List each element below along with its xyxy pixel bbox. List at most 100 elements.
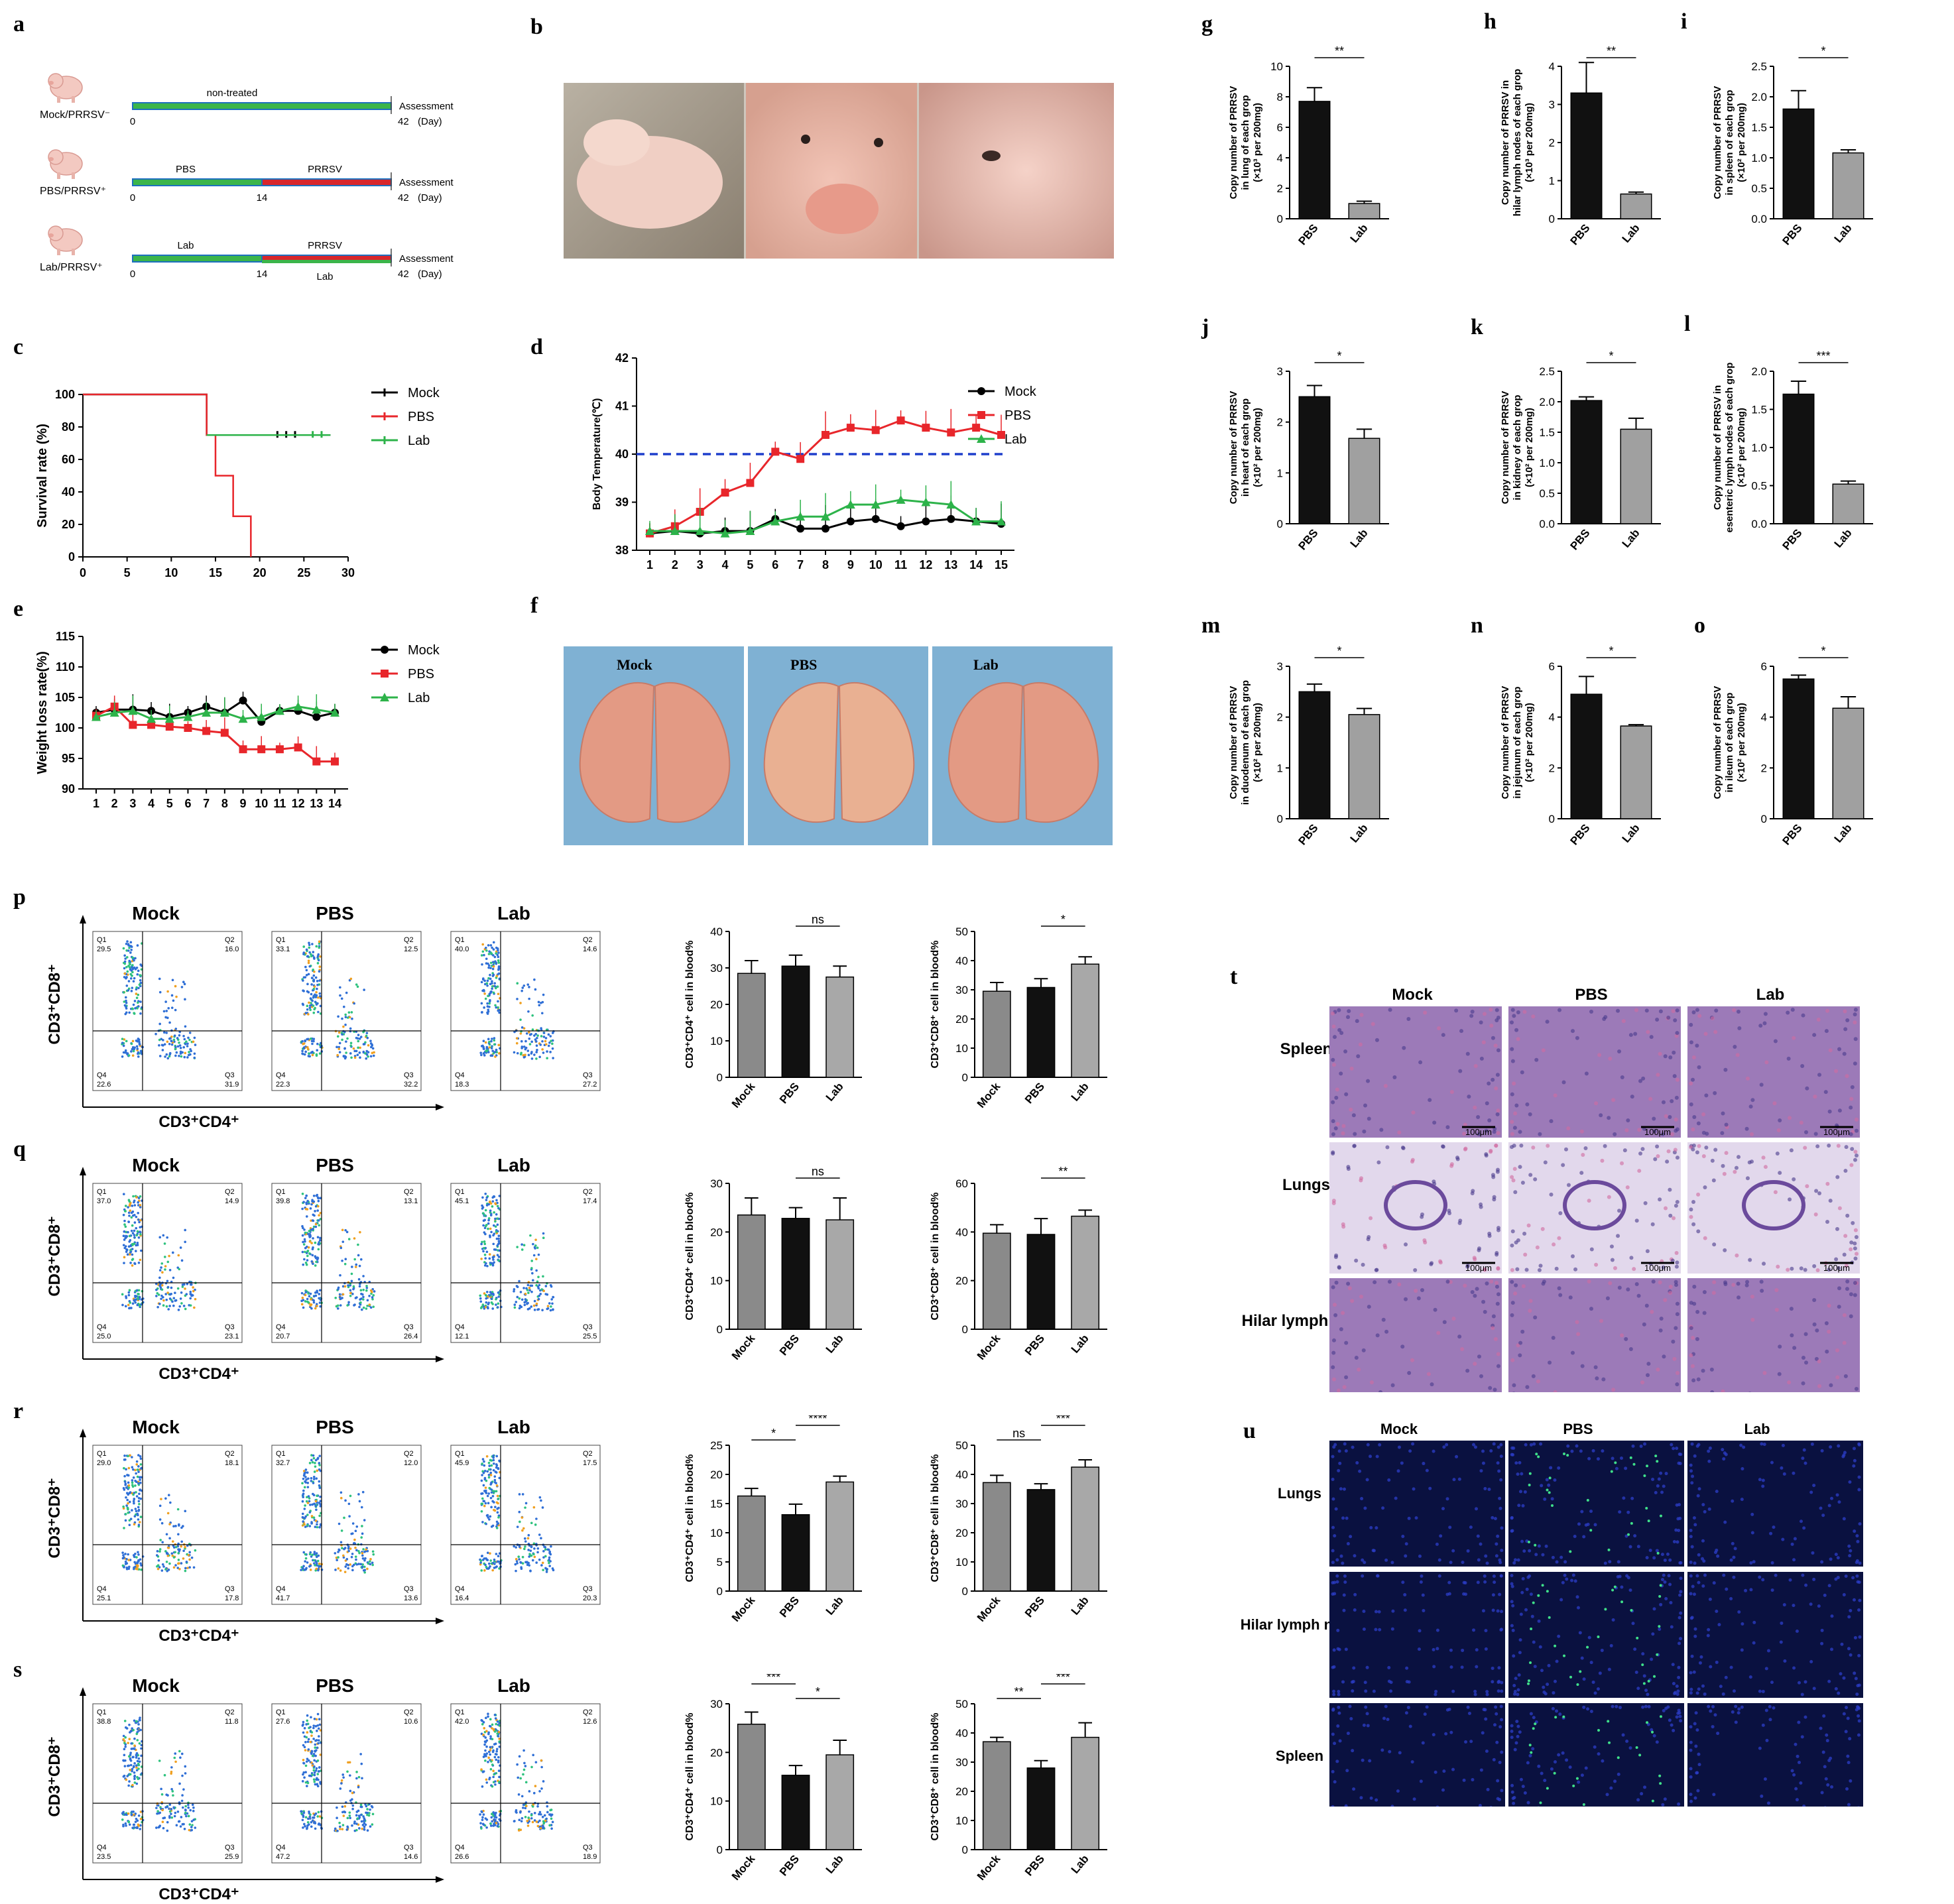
- data-point-pbs: [972, 424, 981, 432]
- flow-event-dot: [491, 1196, 495, 1199]
- flow-event-dot: [137, 1551, 139, 1554]
- flow-event-dot: [494, 1220, 497, 1223]
- flow-event-dot: [170, 1787, 173, 1791]
- histology-cell: [1653, 1157, 1658, 1161]
- flow-event-dot: [139, 974, 141, 977]
- flow-event-dot: [497, 1302, 500, 1305]
- series-line-pbs: [83, 393, 252, 557]
- flow-event-dot: [134, 1565, 137, 1569]
- flow-event-dot: [353, 1304, 355, 1307]
- flow-event-dot: [497, 1755, 500, 1759]
- flow-event-dot: [157, 1293, 160, 1296]
- data-point-pbs: [331, 757, 339, 766]
- flow-event-dot: [480, 1569, 483, 1572]
- flow-event-dot: [490, 1816, 493, 1819]
- flow-event-dot: [526, 1561, 528, 1563]
- flow-event-dot: [350, 1532, 353, 1535]
- flow-event-dot: [486, 1305, 489, 1309]
- histology-cell: [1589, 1247, 1594, 1252]
- flow-event-dot: [310, 955, 313, 958]
- flow-event-dot: [496, 1201, 499, 1205]
- flow-event-dot: [492, 1456, 495, 1459]
- x-category-label: Lab: [1832, 526, 1855, 550]
- histology-cell: [1843, 1027, 1848, 1032]
- flow-event-dot: [363, 988, 365, 991]
- flow-event-dot: [530, 1290, 533, 1293]
- flow-event-dot: [479, 1051, 483, 1054]
- y-tick-label: 20: [955, 1275, 968, 1287]
- y-tick-label: 1: [1277, 762, 1283, 774]
- flow-event-dot: [127, 1054, 131, 1057]
- flow-event-dot: [314, 1264, 317, 1267]
- flow-event-dot: [311, 1503, 314, 1506]
- flow-event-dot: [547, 1044, 550, 1047]
- flow-event-dot: [306, 1232, 310, 1236]
- flow-event-dot: [122, 1044, 125, 1047]
- histology-cell: [1666, 1149, 1671, 1154]
- flow-event-dot: [127, 1481, 130, 1484]
- flow-event-dot: [166, 1057, 170, 1060]
- x-category-label: PBS: [1022, 1332, 1047, 1358]
- flow-event-dot: [536, 1246, 539, 1249]
- flow-event-dot: [185, 1815, 188, 1818]
- flow-event-dot: [516, 1246, 519, 1248]
- data-point-pbs: [147, 721, 156, 729]
- timeline-day-unit: (Day): [418, 192, 442, 204]
- flow-event-dot: [309, 1292, 312, 1295]
- flow-event-dot: [317, 1219, 320, 1222]
- flow-event-dot: [369, 1306, 373, 1309]
- x-category-label: Lab: [1620, 821, 1642, 845]
- flow-event-dot: [134, 1295, 137, 1299]
- flow-event-dot: [536, 1805, 539, 1808]
- flow-event-dot: [530, 1816, 533, 1820]
- flow-event-dot: [319, 1500, 322, 1502]
- flow-event-dot: [495, 1490, 498, 1493]
- flow-event-dot: [496, 1306, 499, 1309]
- flow-event-dot: [302, 1720, 305, 1724]
- flow-event-dot: [139, 1463, 143, 1466]
- flow-event-dot: [484, 1486, 487, 1489]
- flow-y-arrowhead: [80, 1687, 86, 1696]
- histology-cell: [1835, 1175, 1840, 1179]
- histology-cell: [1510, 1268, 1514, 1272]
- flow-event-dot: [496, 1254, 499, 1256]
- flow-event-dot: [315, 1555, 318, 1559]
- flow-event-dot: [312, 979, 316, 981]
- flow-event-dot: [349, 1563, 351, 1566]
- flow-event-dot: [125, 1778, 128, 1781]
- flow-event-dot: [172, 1038, 176, 1041]
- lung-left-lobe: [579, 682, 655, 823]
- flow-event-dot: [135, 996, 139, 999]
- flow-event-dot: [337, 1522, 341, 1525]
- x-tick-label: 20: [253, 566, 267, 579]
- y-tick-label: 30: [710, 1698, 723, 1710]
- flow-event-dot: [137, 1001, 139, 1004]
- flow-event-dot: [135, 1752, 139, 1755]
- flow-event-dot: [537, 1287, 540, 1290]
- flow-event-dot: [498, 1567, 501, 1570]
- flow-event-dot: [301, 1234, 304, 1237]
- histology-image: [1687, 1142, 1860, 1274]
- flow-event-dot: [369, 1289, 373, 1292]
- flow-event-dot: [137, 1553, 140, 1556]
- flow-event-dot: [372, 1305, 375, 1308]
- flow-quadrant-value: 41.7: [276, 1594, 290, 1602]
- flow-event-dot: [488, 1002, 491, 1005]
- histology-cell: [1470, 1290, 1475, 1295]
- histology-cell: [1587, 1199, 1591, 1203]
- flow-event-dot: [178, 1268, 181, 1271]
- flow-event-dot: [164, 1256, 166, 1258]
- flow-event-dot: [139, 1219, 142, 1222]
- panel-letter-f: f: [530, 593, 538, 618]
- flow-event-dot: [306, 1199, 309, 1203]
- flow-event-dot: [344, 1499, 347, 1502]
- histology-cell: [1652, 1116, 1656, 1121]
- x-category-label: Lab: [1348, 821, 1371, 845]
- lung-left-lobe: [947, 682, 1024, 823]
- flow-event-dot: [369, 1040, 372, 1042]
- y-tick-label: 50: [955, 1439, 968, 1452]
- flow-event-dot: [308, 1252, 311, 1255]
- flow-event-dot: [488, 992, 491, 996]
- histology-cell: [1701, 1112, 1706, 1116]
- data-point-mock: [312, 713, 321, 721]
